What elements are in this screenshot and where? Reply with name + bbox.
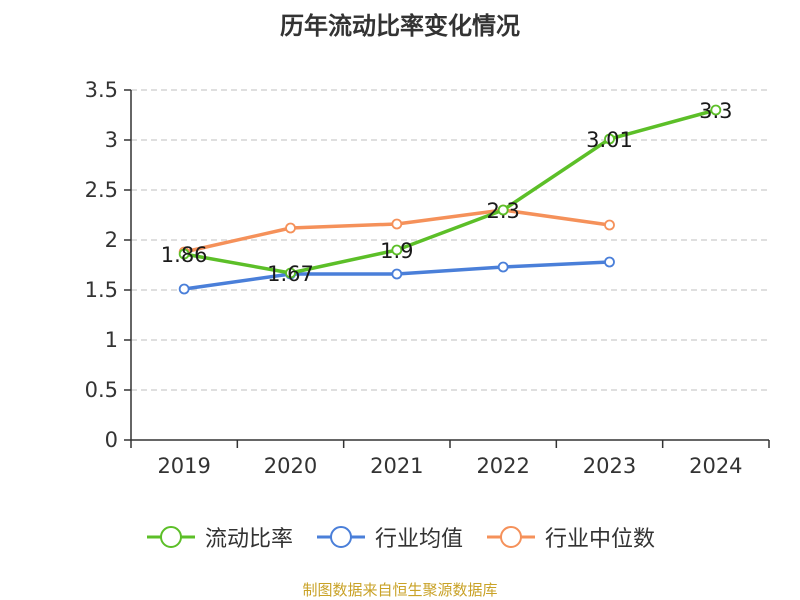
x-tick-label: 2022 xyxy=(476,454,529,478)
data-label: 3.01 xyxy=(586,128,633,152)
y-tick-label: 3 xyxy=(105,128,118,152)
y-tick-label: 0.5 xyxy=(85,378,118,402)
x-tick-label: 2023 xyxy=(583,454,636,478)
data-point xyxy=(178,283,190,295)
y-tick-label: 1.5 xyxy=(85,278,118,302)
legend-label: 流动比率 xyxy=(204,527,293,552)
data-label: 1.9 xyxy=(380,239,413,263)
data-label: 3.3 xyxy=(699,99,732,123)
data-point xyxy=(285,222,296,234)
y-tick-label: 2.5 xyxy=(85,178,118,202)
data-point xyxy=(391,218,403,230)
data-point xyxy=(497,261,509,273)
y-tick-label: 1 xyxy=(105,328,118,352)
data-label: 1.86 xyxy=(161,243,208,267)
y-tick-label: 3.5 xyxy=(85,78,118,102)
data-label: 2.3 xyxy=(486,199,519,223)
data-labels: 1.86 1.67 1.9 2.3 3.01 3.3 xyxy=(161,99,733,286)
data-point xyxy=(497,204,509,216)
legend-item[interactable]: 行业中位数 xyxy=(485,521,655,553)
x-tick-label: 2020 xyxy=(264,454,317,478)
x-tick-label: 2019 xyxy=(157,454,210,478)
legend-label: 行业中位数 xyxy=(545,527,656,552)
data-point xyxy=(178,248,190,260)
legend-swatch-icon xyxy=(487,526,535,548)
data-point xyxy=(391,268,403,280)
legend-swatch-icon xyxy=(146,526,195,548)
data-point xyxy=(604,133,615,145)
data-point xyxy=(391,244,403,256)
data-point xyxy=(604,256,615,268)
legend-item[interactable]: 行业均值 xyxy=(315,521,463,553)
series-lines xyxy=(178,104,722,295)
axes: 0 0.5 1 1.5 2 2.5 3 3.5 2019 2020 2021 2022 2023 2024 xyxy=(85,78,770,478)
data-label: 1.67 xyxy=(267,262,314,286)
legend: 流动比率 行业均值 行业中位数 xyxy=(0,521,800,553)
x-tick-label: 2021 xyxy=(370,454,423,478)
legend-label: 行业均值 xyxy=(374,527,463,552)
data-point xyxy=(285,267,296,279)
data-point xyxy=(710,104,722,116)
y-tick-label: 0 xyxy=(105,428,118,452)
data-point xyxy=(604,219,615,231)
legend-swatch-icon xyxy=(316,526,365,548)
x-tick-label: 2024 xyxy=(689,454,742,478)
y-tick-label: 2 xyxy=(105,228,118,252)
series-line-0 xyxy=(182,108,718,275)
chart-title: 历年流动比率变化情况 xyxy=(280,12,520,40)
grid-lines xyxy=(131,89,769,391)
source-note: 制图数据来自恒生聚源数据库 xyxy=(302,581,498,599)
legend-item[interactable]: 流动比率 xyxy=(145,521,293,553)
